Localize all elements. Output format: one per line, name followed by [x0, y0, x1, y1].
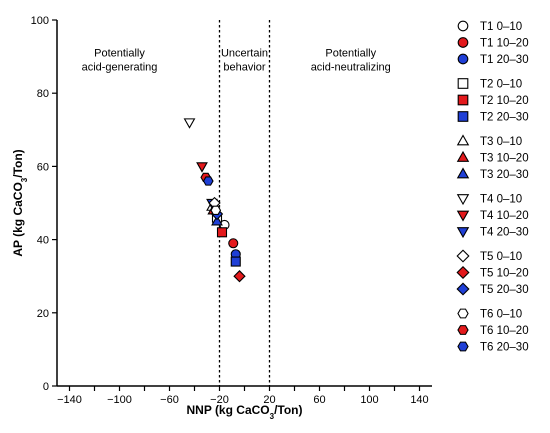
region-annotation: Uncertain [221, 48, 268, 60]
legend-marker [457, 78, 469, 89]
x-tick-label: −60 [160, 394, 179, 406]
data-point-t5-10-20 [233, 270, 246, 283]
legend-label: T4 20–30 [480, 227, 529, 239]
legend-label: T5 0–10 [480, 251, 522, 263]
legend-marker [457, 325, 469, 335]
legend-marker [457, 20, 469, 32]
legend-label: T4 0–10 [480, 194, 522, 206]
data-point-t2-20-30 [230, 256, 241, 267]
legend-label: T4 10–20 [480, 210, 529, 222]
y-tick-label: 60 [37, 161, 49, 173]
region-annotation: Potentially [325, 48, 376, 60]
data-point-t4-10-20 [196, 162, 208, 173]
legend-label: T2 0–10 [480, 79, 522, 91]
y-tick-label: 0 [43, 381, 49, 393]
region-annotation: Potentially [94, 48, 145, 60]
legend-label: T6 20–30 [480, 342, 529, 354]
legend-marker [456, 265, 470, 280]
legend-marker [456, 167, 470, 179]
y-tick-label: 20 [37, 308, 49, 320]
legend-marker [457, 53, 469, 65]
legend-label: T2 20–30 [480, 112, 529, 124]
y-tick-label: 80 [37, 88, 49, 100]
data-point-t1-10-20 [228, 238, 239, 249]
legend-marker [456, 227, 470, 239]
legend-label: T3 0–10 [480, 136, 522, 148]
legend-marker [456, 210, 470, 222]
legend-marker [457, 37, 469, 48]
legend-label: T3 20–30 [480, 169, 529, 181]
x-tick-label: 20 [263, 394, 275, 406]
legend-label: T3 10–20 [480, 153, 529, 165]
data-point-t2-10-20 [216, 227, 228, 238]
region-annotation: acid-neutralizing [311, 62, 391, 74]
legend-label: T1 20–30 [480, 54, 529, 66]
legend-marker [456, 282, 470, 296]
legend-label: T5 10–20 [480, 268, 529, 280]
x-tick-label: 60 [313, 394, 325, 406]
legend-label: T6 0–10 [480, 309, 522, 321]
data-point-t6-20-30 [202, 176, 214, 186]
region-annotation: acid-generating [82, 62, 158, 74]
y-axis-label: AP (kg CaCO3/Ton) [11, 149, 29, 256]
legend-marker [456, 134, 470, 146]
data-point-t3-20-30 [211, 215, 223, 226]
legend-label: T2 10–20 [480, 95, 529, 107]
legend-marker [457, 94, 469, 106]
legend-marker [457, 341, 469, 352]
legend-label: T1 0–10 [480, 21, 522, 33]
legend-label: T5 20–30 [480, 284, 529, 296]
x-tick-label: −20 [210, 394, 229, 406]
legend-marker [456, 194, 470, 206]
x-tick-label: 100 [360, 394, 378, 406]
y-tick-label: 100 [31, 15, 49, 27]
region-annotation: behavior [223, 62, 266, 74]
legend-marker [457, 308, 469, 319]
legend-marker [456, 150, 470, 162]
legend-marker [456, 249, 470, 263]
legend-label: T1 10–20 [480, 38, 529, 50]
x-tick-label: −100 [107, 394, 132, 406]
x-tick-label: −140 [57, 394, 82, 406]
legend-marker [457, 111, 469, 122]
x-tick-label: 140 [410, 394, 428, 406]
data-point-t4-0-10 [183, 118, 196, 129]
legend-label: T6 10–20 [480, 325, 529, 337]
data-point-t6-0-10 [210, 205, 222, 215]
x-axis-label: NNP (kg CaCO3/Ton) [186, 403, 302, 421]
y-tick-label: 40 [37, 235, 49, 247]
